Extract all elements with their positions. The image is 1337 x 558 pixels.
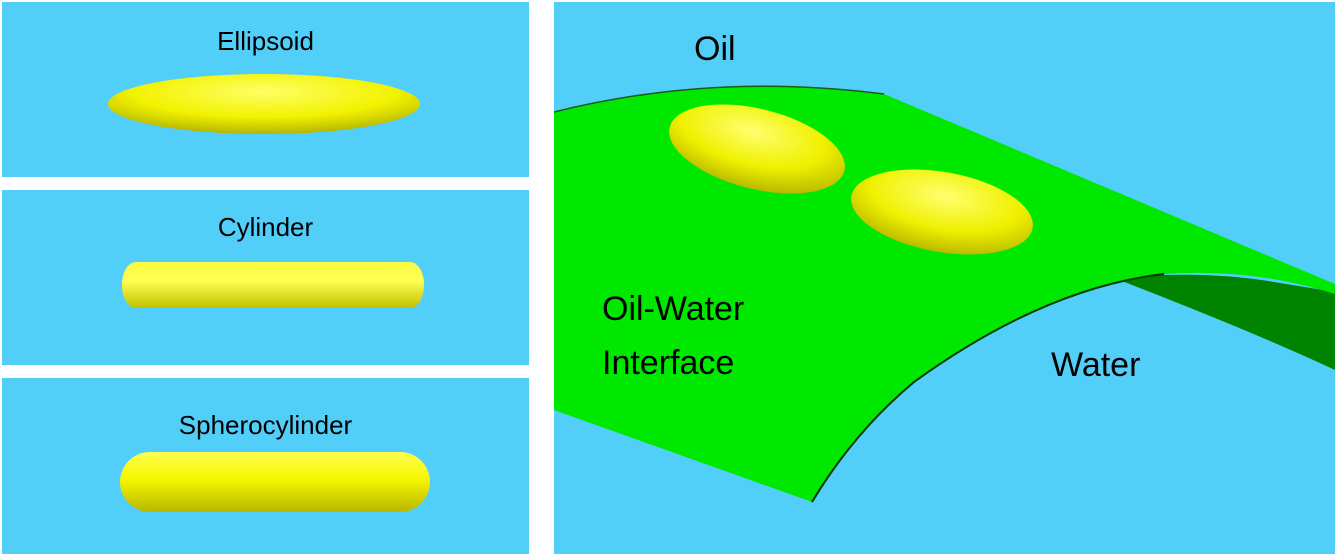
interface-underside bbox=[1114, 274, 1335, 370]
water-label: Water bbox=[1051, 346, 1141, 384]
cylinder-panel: Cylinder bbox=[2, 190, 529, 365]
ellipsoid-particle-1 bbox=[669, 104, 845, 194]
spherocylinder-label: Spherocylinder bbox=[178, 410, 353, 440]
interface-scene bbox=[554, 85, 1335, 503]
spherocylinder-particle bbox=[120, 452, 430, 512]
ellipsoid-label: Ellipsoid bbox=[217, 26, 314, 56]
interface-scene-panel: Oil Oil-Water Interface Water bbox=[554, 2, 1335, 554]
interface-label-line2: Interface bbox=[602, 344, 735, 382]
spherocylinder-panel: Spherocylinder bbox=[2, 378, 529, 554]
cylinder-particle bbox=[122, 262, 424, 308]
oil-label: Oil bbox=[694, 30, 736, 68]
ellipsoid-panel: Ellipsoid bbox=[2, 2, 529, 177]
cylinder-label: Cylinder bbox=[217, 212, 314, 242]
ellipsoid-particle bbox=[108, 74, 420, 134]
ellipsoid-particle-2 bbox=[851, 169, 1033, 255]
oil-water-interface-sheet bbox=[554, 86, 1335, 503]
interface-label-line1: Oil-Water bbox=[602, 290, 745, 328]
